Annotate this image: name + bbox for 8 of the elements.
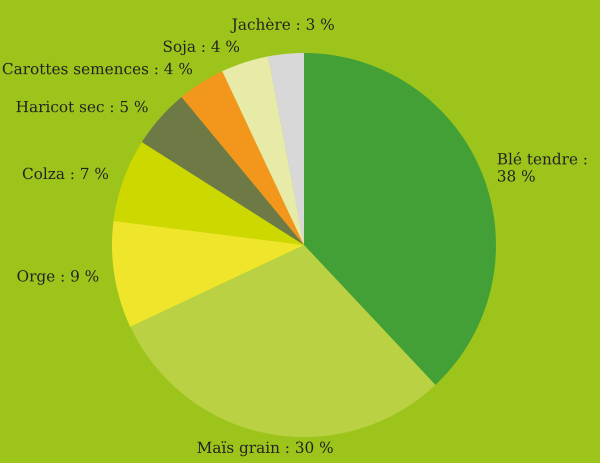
slice-label: Colza : 7 % — [22, 167, 108, 180]
slice-label: Haricot sec : 5 % — [16, 100, 148, 112]
slice-label: Blé tendre : 38 % — [498, 152, 586, 182]
slice-label: Carottes semences : 4 % — [2, 62, 192, 74]
slice-label: Jachère : 3 % — [230, 17, 334, 33]
slice-label: Maïs grain : 30 % — [197, 441, 333, 456]
slice-label: Soja : 4 % — [164, 40, 240, 56]
slice-label: Orge : 9 % — [17, 270, 98, 285]
